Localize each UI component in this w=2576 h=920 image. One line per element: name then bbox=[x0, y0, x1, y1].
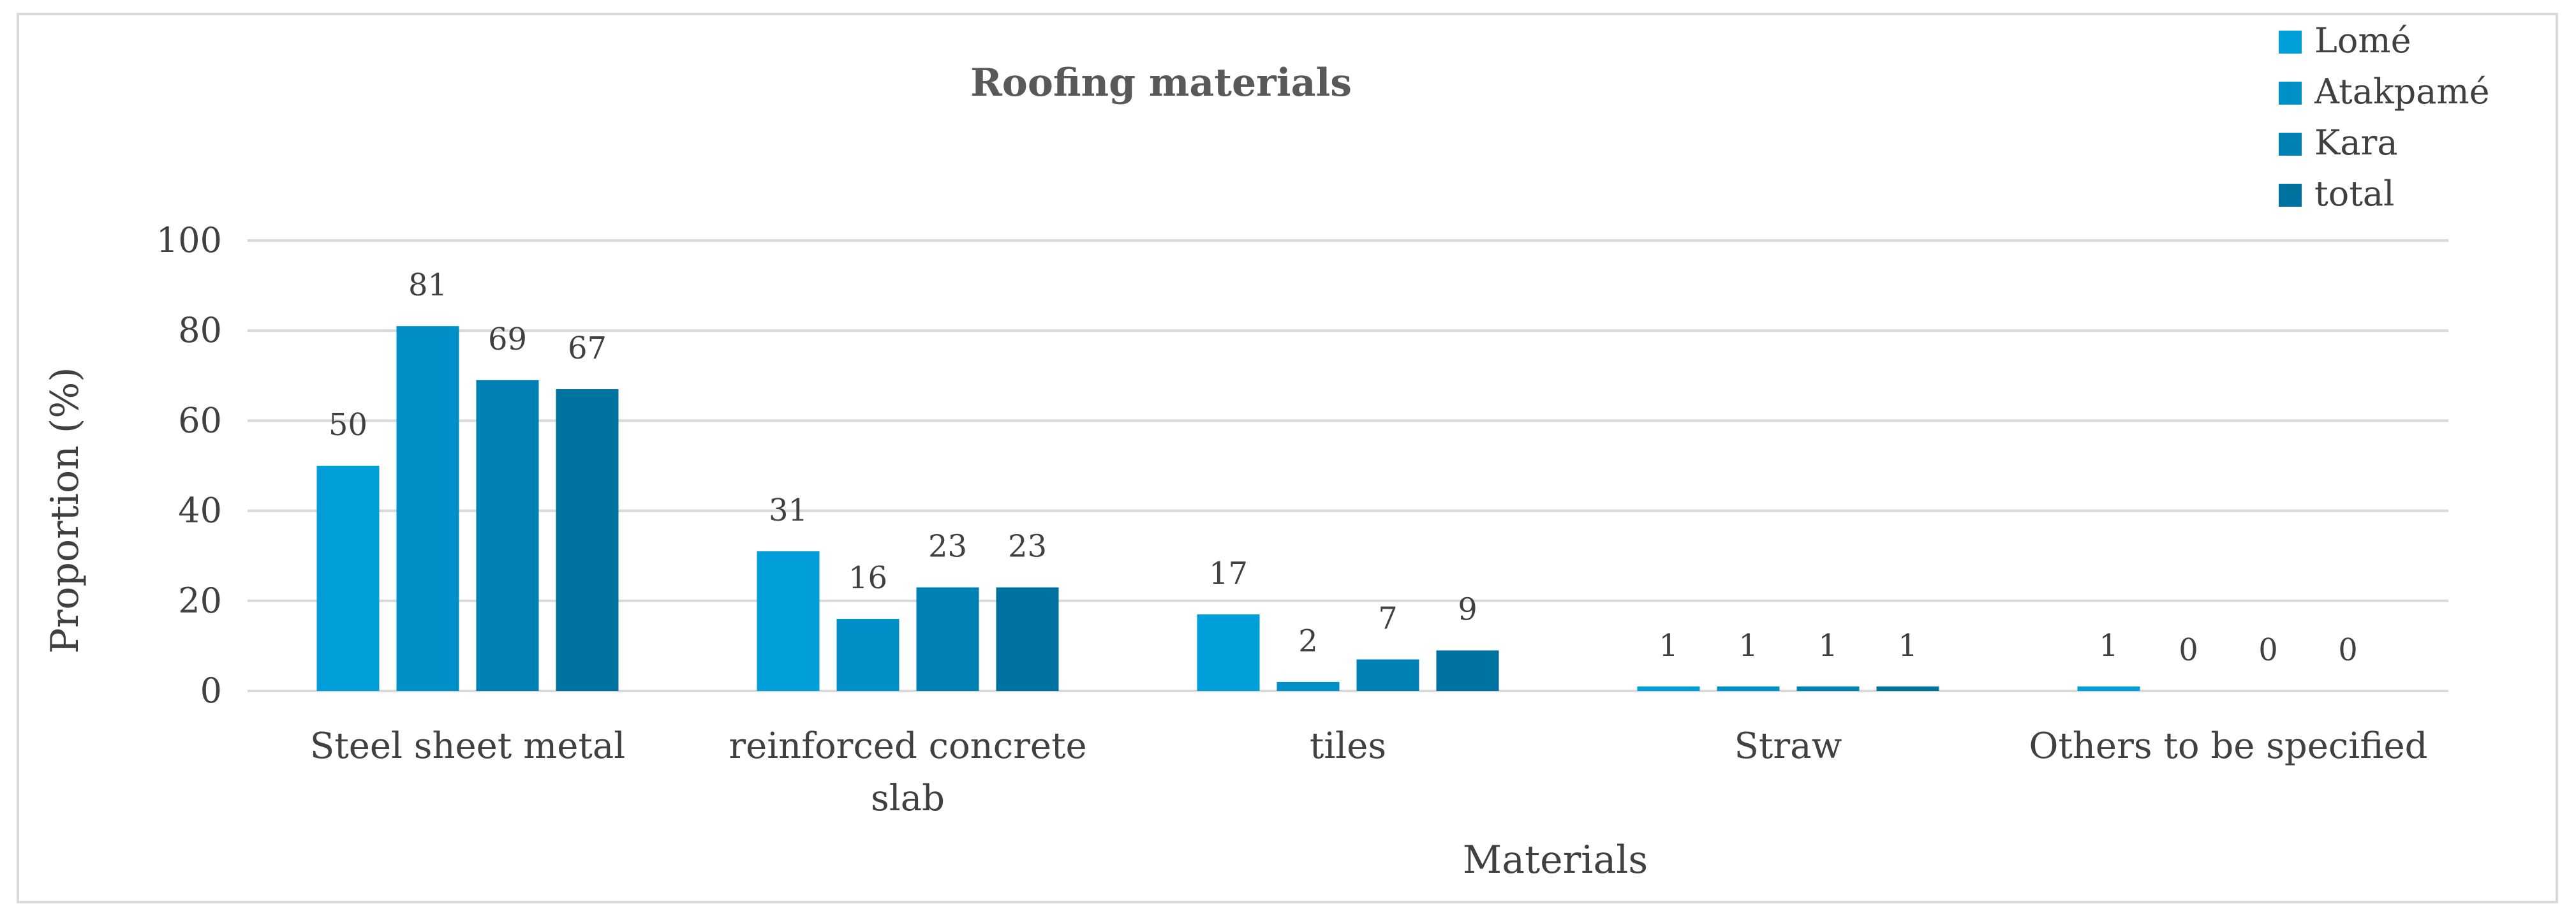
bar-0-1 bbox=[757, 551, 820, 691]
bar-1-3 bbox=[1717, 686, 1780, 691]
data-label: 69 bbox=[488, 322, 527, 357]
bar-3-2 bbox=[1436, 650, 1499, 691]
bar-2-3 bbox=[1796, 686, 1860, 691]
y-tick-label: 40 bbox=[178, 491, 222, 531]
x-category-label: reinforced concrete bbox=[729, 725, 1086, 767]
bar-3-1 bbox=[996, 587, 1059, 691]
bar-0-2 bbox=[1197, 614, 1260, 691]
data-label: 81 bbox=[408, 267, 447, 303]
bar-2-2 bbox=[1356, 659, 1419, 691]
data-label: 1 bbox=[1659, 628, 1678, 664]
data-label: 0 bbox=[2179, 632, 2198, 668]
data-label: 23 bbox=[928, 529, 967, 565]
legend-swatch bbox=[2279, 31, 2302, 54]
x-category-label: Straw bbox=[1735, 725, 1842, 767]
x-category-label: Others to be specified bbox=[2029, 725, 2427, 767]
data-label: 7 bbox=[1378, 601, 1398, 637]
data-label: 1 bbox=[1818, 628, 1838, 664]
legend-label: Lomé bbox=[2314, 20, 2411, 61]
x-category-label: tiles bbox=[1310, 725, 1386, 767]
legend-swatch bbox=[2279, 133, 2302, 156]
data-label: 1 bbox=[2099, 628, 2119, 664]
bars bbox=[316, 326, 2140, 691]
data-label: 1 bbox=[1898, 628, 1918, 664]
data-label: 0 bbox=[2338, 632, 2358, 668]
data-label: 16 bbox=[848, 560, 887, 596]
bar-1-1 bbox=[836, 619, 899, 691]
y-tick-label: 20 bbox=[178, 581, 222, 621]
bar-2-0 bbox=[476, 380, 539, 691]
data-label: 17 bbox=[1209, 556, 1248, 591]
y-tick-labels: 0 20 40 60 80 100 bbox=[156, 220, 222, 711]
bar-1-2 bbox=[1277, 681, 1340, 691]
x-axis-title: Materials bbox=[1463, 838, 1648, 882]
data-label: 50 bbox=[329, 407, 367, 443]
y-tick-label: 80 bbox=[178, 310, 222, 350]
data-label: 0 bbox=[2258, 632, 2278, 668]
bar-0-3 bbox=[1637, 686, 1700, 691]
x-category-label: slab bbox=[871, 778, 945, 819]
chart-title: Roofing materials bbox=[970, 61, 1352, 105]
y-tick-label: 100 bbox=[156, 220, 222, 260]
bar-0-4 bbox=[2077, 686, 2140, 691]
data-label: 31 bbox=[769, 493, 808, 528]
bar-3-3 bbox=[1876, 686, 1939, 691]
bar-0-0 bbox=[316, 466, 380, 691]
bar-1-0 bbox=[396, 326, 459, 691]
x-category-labels: Steel sheet metal reinforced concrete slab… bbox=[310, 725, 2428, 819]
legend-label: Atakpamé bbox=[2314, 71, 2490, 112]
y-axis-title: Proportion (%) bbox=[43, 367, 87, 653]
legend-swatch bbox=[2279, 184, 2302, 207]
legend-label: total bbox=[2314, 174, 2394, 214]
data-label: 2 bbox=[1298, 623, 1318, 659]
data-label: 23 bbox=[1008, 529, 1047, 565]
x-category-label: Steel sheet metal bbox=[310, 725, 625, 767]
legend-label: Kara bbox=[2314, 122, 2398, 163]
legend: Lomé Atakpamé Kara total bbox=[2279, 20, 2490, 214]
data-label: 9 bbox=[1458, 591, 1477, 627]
legend-swatch bbox=[2279, 82, 2302, 105]
y-tick-label: 60 bbox=[178, 400, 222, 440]
bar-3-0 bbox=[556, 389, 619, 691]
data-label: 1 bbox=[1738, 628, 1758, 664]
y-tick-label: 0 bbox=[200, 671, 222, 711]
bar-2-1 bbox=[916, 587, 979, 691]
data-label: 67 bbox=[568, 330, 607, 366]
